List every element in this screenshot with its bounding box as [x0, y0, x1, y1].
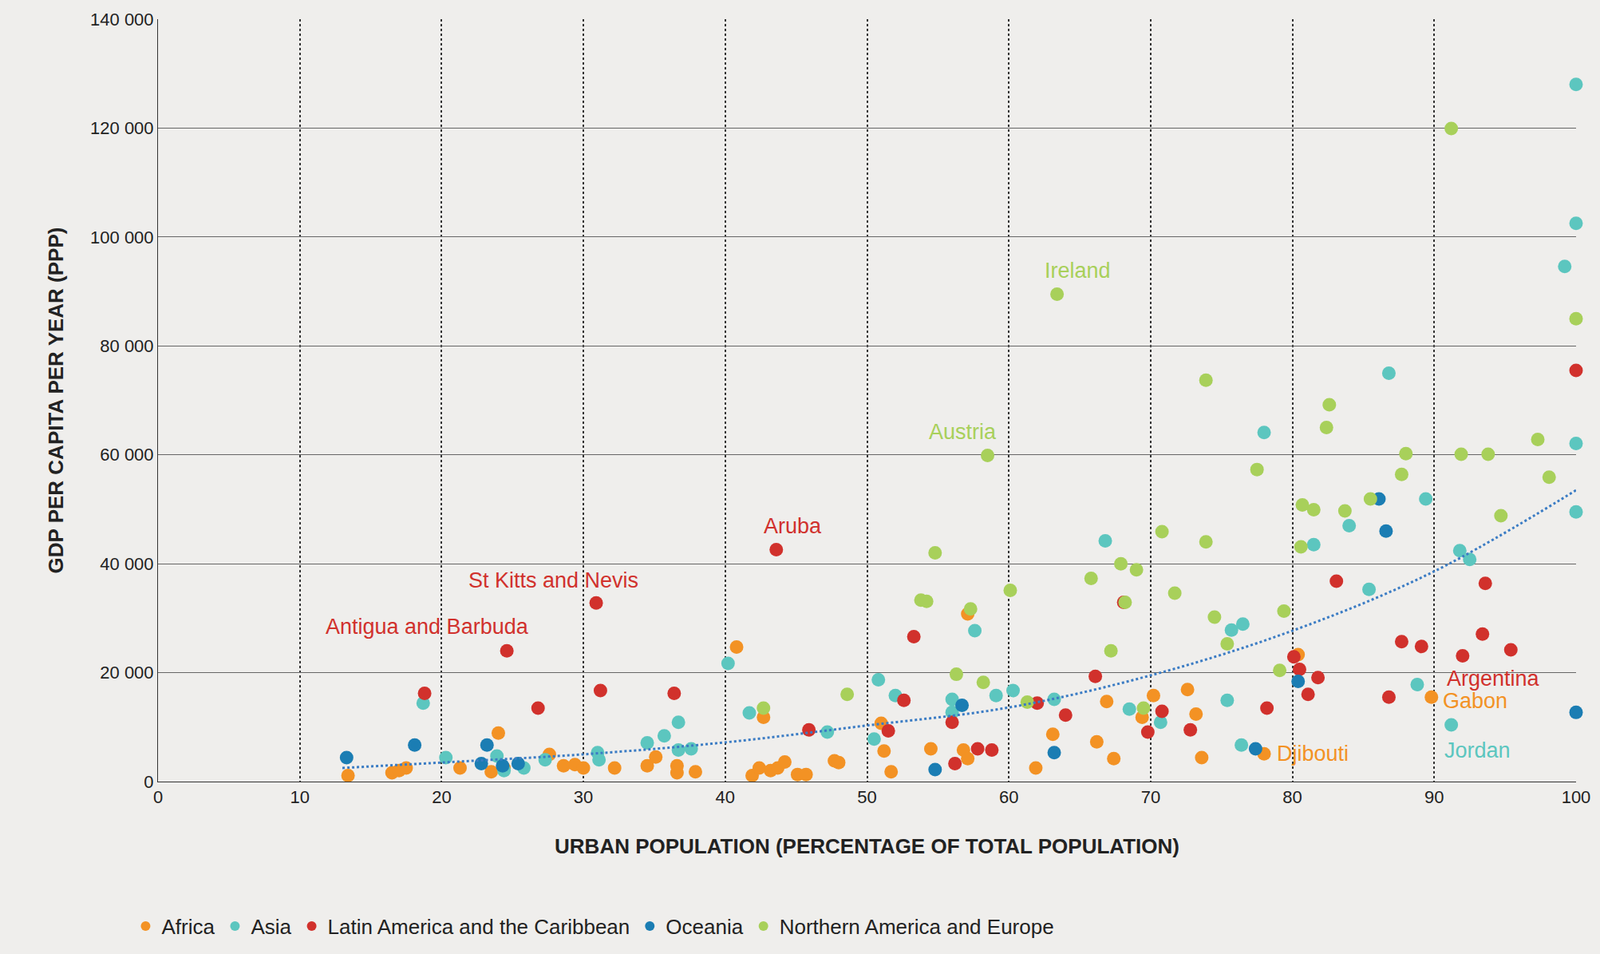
svg-text:100: 100 [1561, 786, 1592, 807]
svg-text:80 000: 80 000 [99, 335, 154, 356]
svg-text:Asia: Asia [250, 914, 292, 939]
svg-text:Oceania: Oceania [665, 914, 743, 939]
svg-text:40: 40 [715, 786, 735, 807]
svg-text:Northern America and Europe: Northern America and Europe [779, 914, 1055, 939]
svg-text:Jordan: Jordan [1444, 738, 1511, 763]
svg-text:Austria: Austria [928, 419, 997, 444]
svg-text:Ireland: Ireland [1044, 258, 1111, 283]
svg-text:GDP PER CAPITA PER YEAR (PPP): GDP PER CAPITA PER YEAR (PPP) [43, 227, 68, 574]
svg-text:0: 0 [153, 786, 163, 807]
svg-text:Argentina: Argentina [1446, 666, 1541, 691]
svg-text:30: 30 [573, 786, 593, 807]
svg-text:St Kitts and Nevis: St Kitts and Nevis [468, 568, 639, 593]
svg-text:Africa: Africa [161, 914, 215, 939]
svg-text:20 000: 20 000 [99, 662, 154, 683]
svg-text:URBAN POPULATION (PERCENTAGE O: URBAN POPULATION (PERCENTAGE OF TOTAL PO… [554, 833, 1180, 858]
svg-text:80: 80 [1282, 786, 1302, 807]
svg-text:120 000: 120 000 [90, 118, 155, 139]
svg-text:50: 50 [857, 786, 877, 807]
svg-text:Aruba: Aruba [763, 513, 822, 538]
svg-text:100 000: 100 000 [90, 227, 155, 248]
svg-text:Djibouti: Djibouti [1276, 741, 1349, 766]
svg-text:20: 20 [431, 786, 451, 807]
svg-text:10: 10 [289, 786, 309, 807]
svg-text:Gabon: Gabon [1442, 688, 1508, 713]
svg-text:Latin America and the Caribbea: Latin America and the Caribbean [327, 914, 631, 939]
svg-text:70: 70 [1141, 786, 1161, 807]
svg-text:40 000: 40 000 [99, 553, 154, 574]
svg-text:60: 60 [999, 786, 1019, 807]
svg-text:Antigua and Barbuda: Antigua and Barbuda [325, 614, 530, 639]
svg-text:60 000: 60 000 [99, 444, 154, 465]
svg-text:0: 0 [143, 771, 154, 792]
svg-text:90: 90 [1424, 786, 1444, 807]
svg-text:140 000: 140 000 [90, 9, 155, 30]
